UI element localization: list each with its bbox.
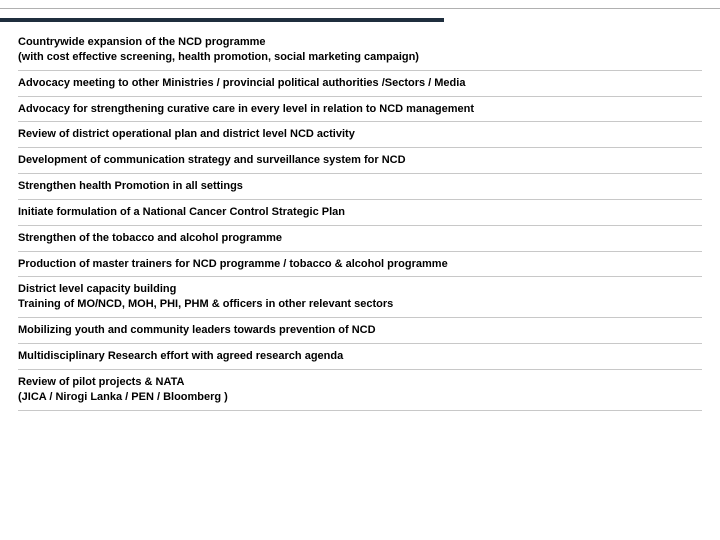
- list-item-text: Countrywide expansion of the NCD program…: [18, 35, 702, 65]
- list-item-text: District level capacity building Trainin…: [18, 282, 702, 312]
- list-item: Production of master trainers for NCD pr…: [18, 252, 702, 278]
- list-item: Advocacy meeting to other Ministries / p…: [18, 71, 702, 97]
- list-item: Mobilizing youth and community leaders t…: [18, 318, 702, 344]
- list-item-text: Review of pilot projects & NATA (JICA / …: [18, 375, 702, 405]
- list-item-text: Mobilizing youth and community leaders t…: [18, 323, 702, 338]
- list-item-text: Strengthen of the tobacco and alcohol pr…: [18, 231, 702, 246]
- list-item: Review of pilot projects & NATA (JICA / …: [18, 370, 702, 411]
- list-item: Countrywide expansion of the NCD program…: [18, 30, 702, 71]
- list-item: Strengthen of the tobacco and alcohol pr…: [18, 226, 702, 252]
- list-item: Initiate formulation of a National Cance…: [18, 200, 702, 226]
- content-list: Countrywide expansion of the NCD program…: [0, 22, 720, 411]
- list-item-text: Production of master trainers for NCD pr…: [18, 257, 702, 272]
- list-item-text: Review of district operational plan and …: [18, 127, 702, 142]
- header-thick-rule: [0, 18, 444, 22]
- list-item: Advocacy for strengthening curative care…: [18, 97, 702, 123]
- list-item: Development of communication strategy an…: [18, 148, 702, 174]
- list-item-text: Strengthen health Promotion in all setti…: [18, 179, 702, 194]
- slide-header-bar: [0, 0, 720, 22]
- list-item-text: Development of communication strategy an…: [18, 153, 702, 168]
- list-item: District level capacity building Trainin…: [18, 277, 702, 318]
- list-item-text: Multidisciplinary Research effort with a…: [18, 349, 702, 364]
- header-thin-rule: [0, 8, 720, 9]
- list-item-text: Initiate formulation of a National Cance…: [18, 205, 702, 220]
- list-item: Multidisciplinary Research effort with a…: [18, 344, 702, 370]
- list-item-text: Advocacy for strengthening curative care…: [18, 102, 702, 117]
- list-item: Review of district operational plan and …: [18, 122, 702, 148]
- list-item: Strengthen health Promotion in all setti…: [18, 174, 702, 200]
- list-item-text: Advocacy meeting to other Ministries / p…: [18, 76, 702, 91]
